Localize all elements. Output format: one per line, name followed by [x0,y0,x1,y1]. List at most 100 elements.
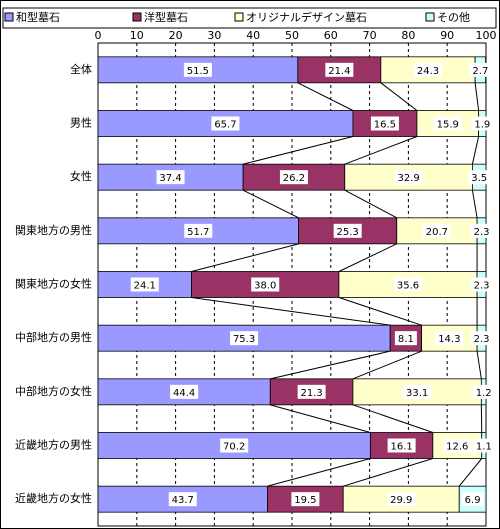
value-label-box [168,492,197,507]
value-label: 70.2 [223,442,245,453]
value-label-box [470,277,493,292]
value-label: 33.1 [406,388,428,399]
value-label: 15.9 [437,120,459,131]
value-label: 21.4 [328,66,350,77]
value-label-box [170,384,199,399]
x-tick-label: 20 [169,29,183,42]
y-tick-label: 関東地方の女性 [15,277,92,291]
x-tick-label: 60 [324,29,338,42]
value-label-box [230,331,259,346]
value-label-box [422,223,451,238]
series-line [338,243,397,272]
value-label: 37.4 [159,173,181,184]
series-line [474,82,480,111]
value-label-box [471,116,494,131]
value-label-box [470,331,493,346]
legend-label: 洋型墓石 [144,10,188,24]
value-label: 43.7 [172,495,194,506]
value-label-box [370,116,399,131]
value-label: 8.1 [398,334,414,345]
value-label-box [211,116,240,131]
value-label-box [297,384,326,399]
value-label-box [251,277,280,292]
x-tick-label: 50 [285,29,299,42]
bar-segment [97,432,371,459]
value-label: 3.5 [471,173,487,184]
value-label-box [472,438,495,453]
value-label-box [183,62,212,77]
y-tick-label: 中部地方の女性 [15,384,92,398]
value-label: 44.4 [173,388,195,399]
value-label: 16.1 [390,442,412,453]
value-label: 75.3 [233,334,255,345]
value-label-box [279,170,308,185]
y-tick-label: 全体 [70,62,92,76]
value-label-box [403,384,432,399]
value-label: 24.3 [417,66,439,77]
value-label-box [468,170,491,185]
value-label: 20.7 [426,227,448,238]
value-label-box [333,223,362,238]
series-line [338,297,422,326]
value-label: 26.2 [283,173,305,184]
bar-segment [97,271,192,298]
value-label: 19.5 [294,495,316,506]
series-line [344,136,418,165]
legend-label: 和型墓石 [16,10,60,24]
value-label-box [472,384,495,399]
value-label: 38.0 [254,281,276,292]
series-line [343,458,433,487]
value-label-box [394,277,423,292]
value-label-box [413,62,442,77]
legend-swatch [4,12,14,22]
x-tick-label: 30 [207,29,221,42]
value-label-box [387,492,416,507]
series-line [344,189,397,219]
value-label-box [394,170,423,185]
y-tick-label: 女性 [70,169,92,183]
x-tick-label: 70 [363,29,377,42]
value-label: 35.6 [397,281,419,292]
value-label-box [291,492,320,507]
value-label: 21.3 [300,388,322,399]
value-label-box [387,438,416,453]
value-label-box [220,438,249,453]
value-label-box [435,331,464,346]
x-tick-label: 0 [95,29,102,42]
x-tick-label: 100 [476,29,497,42]
series-line [270,404,371,433]
value-label: 24.1 [134,281,156,292]
x-tick-label: 40 [246,29,260,42]
legend-swatch [234,12,244,22]
value-label: 29.9 [390,495,412,506]
value-label: 32.9 [397,173,419,184]
value-label-box [130,277,159,292]
value-label: 2.3 [474,281,490,292]
value-label-box [469,62,492,77]
value-label-box [184,223,213,238]
value-label: 51.7 [187,227,209,238]
series-line [270,350,391,380]
value-label-box [394,331,417,346]
series-line [471,136,480,165]
value-label: 65.7 [214,120,236,131]
value-label-box [443,438,472,453]
series-line [458,458,483,487]
legend-swatch [132,12,142,22]
value-label: 1.9 [474,120,490,131]
value-label-box [325,62,354,77]
value-label: 51.5 [187,66,209,77]
value-label-box [433,116,462,131]
value-label: 16.5 [374,120,396,131]
value-label: 2.3 [474,334,490,345]
series-line [380,82,418,111]
value-label: 12.6 [446,442,468,453]
series-line [471,190,478,218]
value-label: 14.3 [438,334,460,345]
value-label: 1.2 [476,388,492,399]
series-line [476,351,482,379]
value-label-box [470,223,493,238]
legend-frame [2,7,497,29]
value-label: 25.3 [337,227,359,238]
